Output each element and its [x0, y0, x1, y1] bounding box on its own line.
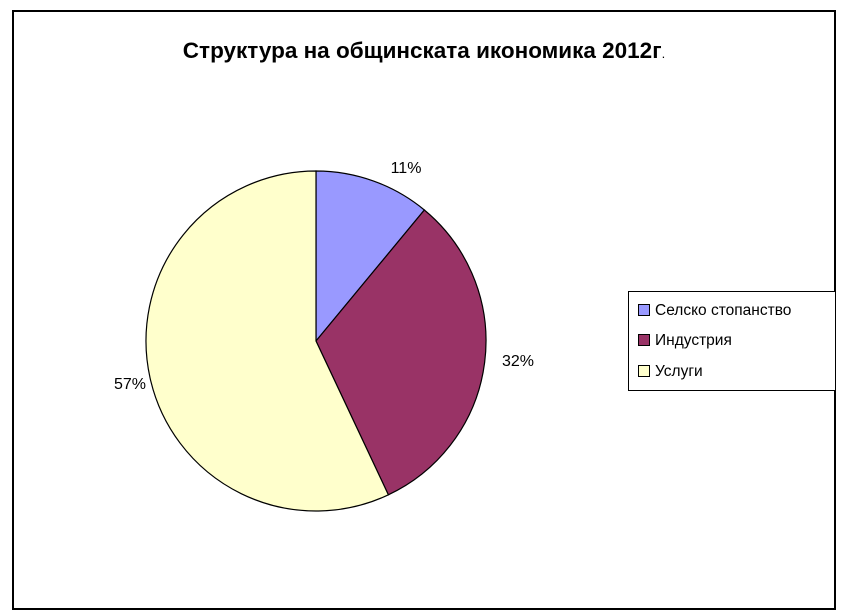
chart-title-suffix: .	[661, 46, 666, 61]
pie-label-2: 32%	[502, 353, 534, 370]
legend-swatch	[638, 365, 650, 377]
percentage-labels: 11% 32% 57%	[114, 160, 534, 393]
pie-chart: 11% 32% 57%	[114, 160, 534, 512]
legend: Селско стопанство Индустрия Услуги	[628, 291, 836, 391]
pie-slice-3	[145, 170, 390, 512]
legend-label: Услуги	[655, 363, 703, 380]
pie-slice-1	[315, 170, 426, 343]
legend-label: Селско стопанство	[655, 302, 792, 319]
pie-slice-2	[315, 209, 487, 496]
legend-item-uslugi: Услуги	[638, 362, 703, 382]
chart-title-text: Структура на общинската икономика 2012г	[182, 38, 662, 63]
chart-title: Структура на общинската икономика 2012г.	[0, 38, 848, 64]
legend-swatch	[638, 304, 650, 316]
legend-label: Индустрия	[655, 332, 732, 349]
pie-label-3: 57%	[114, 376, 146, 393]
pie-label-1: 11%	[391, 160, 422, 177]
legend-swatch	[638, 334, 650, 346]
pie-slices	[145, 170, 487, 512]
legend-item-industriya: Индустрия	[638, 331, 732, 351]
legend-item-selsko-stopanstvo: Селско стопанство	[638, 301, 791, 321]
